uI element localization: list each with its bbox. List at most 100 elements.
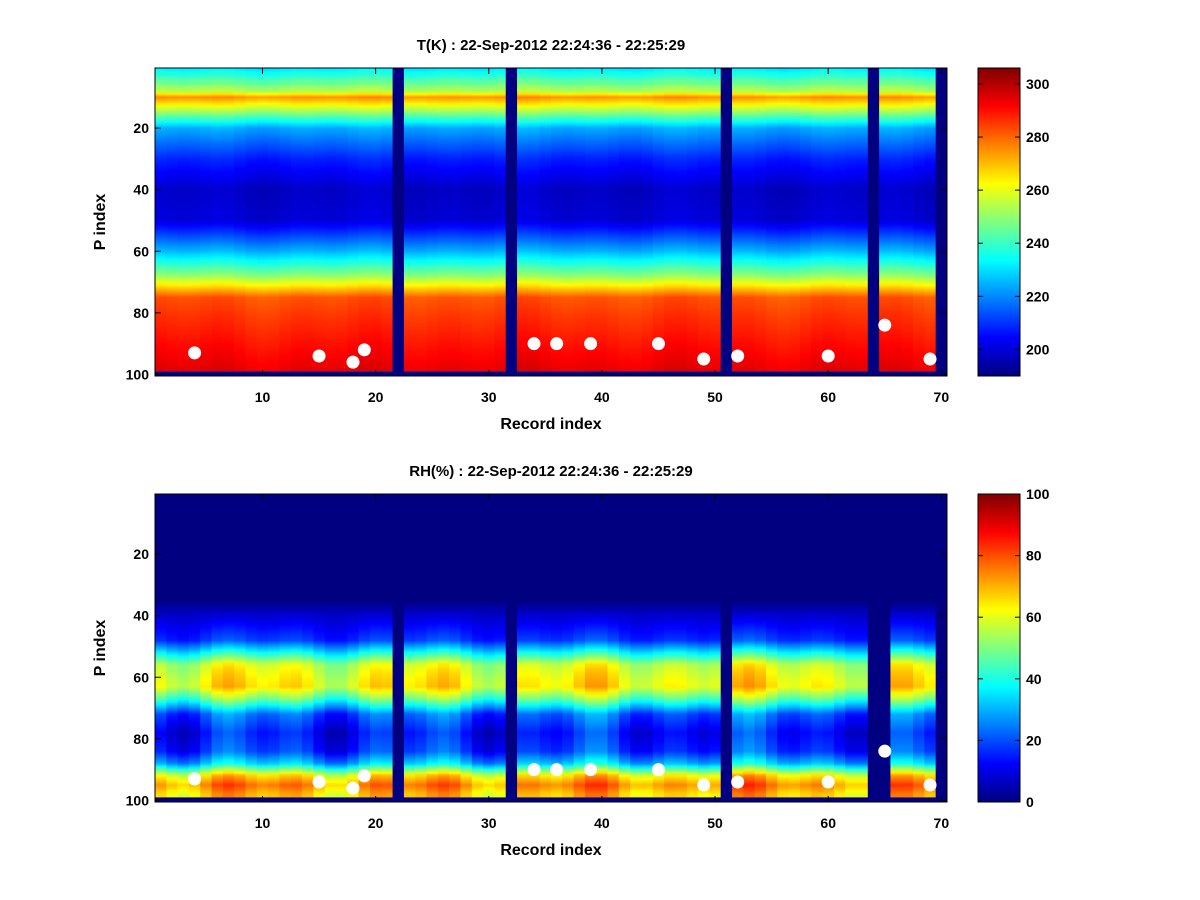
x-tick-label: 30 (481, 815, 497, 831)
heatmap-column-base-36 (551, 371, 563, 376)
heatmap-column-base-38 (573, 371, 586, 376)
undefined-marker (357, 769, 371, 783)
heatmap-column-55 (765, 68, 778, 372)
heatmap-column-base-31 (494, 797, 507, 802)
heatmap-column-3 (177, 494, 190, 798)
undefined-marker (821, 349, 835, 363)
humidity-y-ticks: 20 40 60 80 100 (126, 546, 947, 808)
heatmap-column-base-38 (573, 797, 586, 802)
heatmap-column-base-36 (551, 797, 563, 802)
heatmap-column-base-43 (630, 371, 642, 376)
heatmap-column-base-54 (754, 797, 767, 802)
undefined-marker (697, 352, 711, 366)
heatmap-column-69 (924, 68, 937, 372)
x-tick-label: 60 (820, 389, 836, 405)
heatmap-column-base-29 (471, 371, 484, 376)
humidity-markers (188, 744, 937, 795)
temperature-plot-frame (154, 67, 948, 377)
heatmap-column-65 (879, 68, 891, 372)
y-tick-label: 40 (133, 182, 149, 198)
heatmap-column-base-48 (686, 797, 699, 802)
heatmap-column-17 (336, 68, 348, 372)
humidity-colorbar-frame (977, 493, 1021, 803)
colorbar-tick-label: 220 (1026, 288, 1050, 304)
temperature-heatmap (155, 68, 948, 376)
undefined-gap-column (505, 68, 518, 376)
heatmap-column-base-46 (664, 371, 676, 376)
temperature-chart-title: T(K) : 22-Sep-2012 22:24:36 - 22:25:29 (417, 37, 685, 54)
heatmap-column-42 (618, 68, 631, 372)
undefined-colorbar-gradient (978, 68, 1020, 376)
heatmap-column-base-1 (155, 797, 167, 802)
heatmap-column-23 (403, 494, 416, 798)
heatmap-column-43 (630, 494, 642, 798)
heatmap-column-base-41 (607, 371, 620, 376)
heatmap-column-base-13 (290, 797, 303, 802)
heatmap-column-62 (845, 68, 857, 372)
heatmap-column-28 (460, 494, 473, 798)
heatmap-column-base-5 (200, 797, 212, 802)
heatmap-column-33 (517, 68, 529, 372)
heatmap-column-55 (765, 494, 778, 798)
humidity-x-axis-label: Record index (500, 842, 601, 859)
heatmap-column-5 (200, 68, 212, 372)
heatmap-column-base-61 (833, 371, 846, 376)
heatmap-column-base-45 (652, 371, 665, 376)
heatmap-column-base-45 (652, 797, 665, 802)
undefined-gap-column (505, 494, 518, 802)
heatmap-column-4 (188, 494, 201, 798)
temperature-markers (188, 318, 937, 369)
heatmap-column-8 (234, 68, 246, 372)
humidity-chart-title: RH(%) : 22-Sep-2012 22:24:36 - 22:25:29 (409, 463, 692, 480)
undefined-marker (821, 775, 835, 789)
heatmap-column-base-35 (539, 797, 552, 802)
y-tick-label: 100 (126, 366, 150, 382)
heatmap-column-base-16 (324, 797, 337, 802)
y-tick-label: 100 (126, 792, 150, 808)
heatmap-column-58 (799, 494, 812, 798)
undefined-marker (651, 337, 665, 351)
heatmap-column-9 (245, 494, 258, 798)
humidity-panel: RH(%) : 22-Sep-2012 22:24:36 - 22:25:29 … (92, 463, 1050, 859)
humidity-colorbar-ticks: 0 20 40 60 80 100 (978, 486, 1050, 810)
heatmap-column-68 (913, 68, 925, 372)
heatmap-column-base-3 (177, 797, 190, 802)
heatmap-column-1 (155, 68, 167, 372)
undefined-marker (357, 343, 371, 357)
heatmap-column-14 (302, 494, 314, 798)
heatmap-column-base-12 (279, 797, 292, 802)
heatmap-column-53 (743, 68, 756, 372)
heatmap-column-base-58 (799, 371, 812, 376)
heatmap-column-base-34 (528, 797, 541, 802)
undefined-marker (731, 775, 745, 789)
heatmap-column-5 (200, 494, 212, 798)
heatmap-column-19 (358, 494, 371, 798)
heatmap-column-16 (324, 68, 337, 372)
heatmap-column-31 (494, 68, 507, 372)
heatmap-column-base-39 (584, 797, 597, 802)
heatmap-column-24 (415, 68, 427, 372)
heatmap-column-35 (539, 494, 552, 798)
heatmap-column-base-33 (517, 371, 529, 376)
undefined-gap-column (720, 494, 733, 802)
y-tick-label: 20 (133, 120, 149, 136)
heatmap-column-48 (686, 494, 699, 798)
heatmap-column-base-12 (279, 371, 292, 376)
heatmap-column-base-8 (234, 371, 246, 376)
undefined-gap-column (935, 68, 948, 376)
heatmap-column-45 (652, 494, 665, 798)
heatmap-column-56 (777, 68, 789, 372)
heatmap-column-base-63 (856, 797, 869, 802)
heatmap-column-base-62 (845, 371, 857, 376)
undefined-marker (923, 352, 937, 366)
heatmap-column-25 (426, 494, 439, 798)
undefined-marker (584, 763, 598, 777)
heatmap-column-44 (641, 494, 654, 798)
y-tick-label: 80 (133, 731, 149, 747)
heatmap-column-base-66 (890, 797, 903, 802)
heatmap-column-34 (528, 68, 541, 372)
heatmap-column-1 (155, 494, 167, 798)
undefined-gap-column (720, 68, 733, 376)
undefined-marker (346, 781, 360, 795)
heatmap-column-base-37 (562, 797, 575, 802)
